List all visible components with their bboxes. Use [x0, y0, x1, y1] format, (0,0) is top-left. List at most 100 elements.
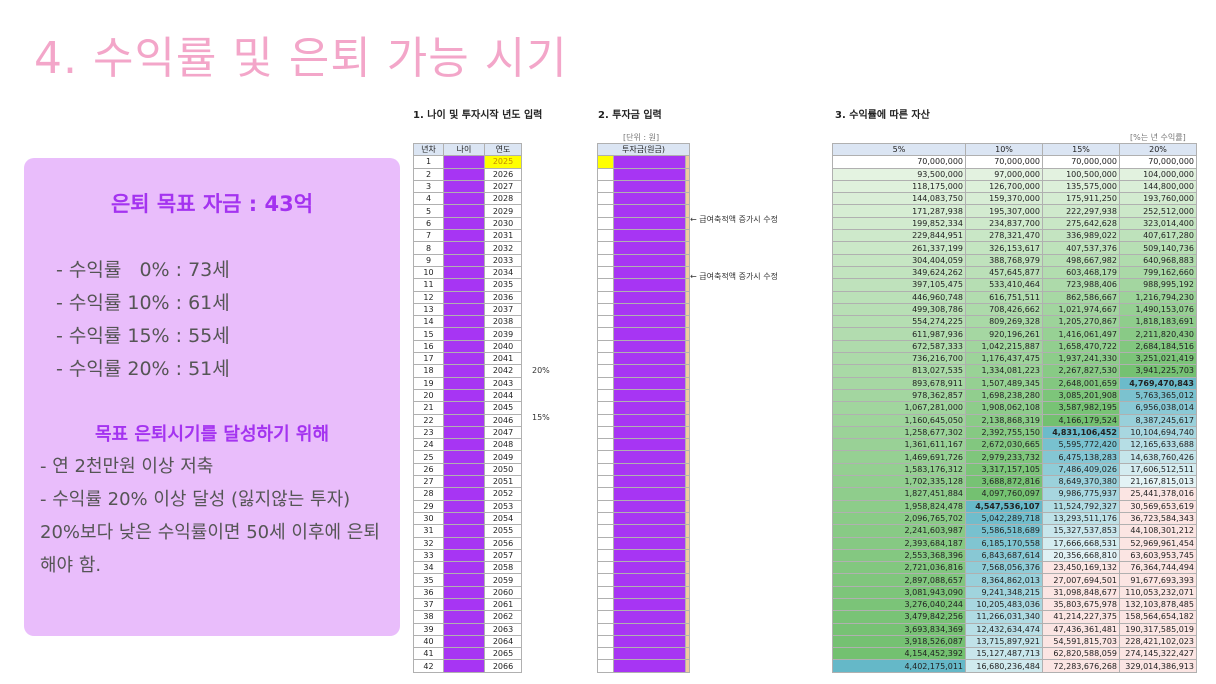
age-cell[interactable] — [443, 610, 485, 624]
principal-cell[interactable] — [613, 573, 686, 587]
age-cell[interactable] — [443, 229, 485, 243]
input-flag-cell[interactable] — [597, 339, 614, 354]
principal-cell[interactable] — [613, 192, 686, 206]
age-cell[interactable] — [443, 450, 485, 464]
age-cell[interactable] — [443, 290, 485, 304]
age-cell[interactable] — [443, 425, 485, 440]
principal-cell[interactable] — [613, 216, 686, 231]
principal-cell[interactable] — [613, 327, 686, 341]
age-cell[interactable] — [443, 462, 485, 477]
principal-cell[interactable] — [613, 475, 686, 489]
age-cell[interactable] — [443, 265, 485, 280]
age-cell[interactable] — [443, 352, 485, 366]
input-flag-cell[interactable] — [597, 647, 614, 661]
principal-cell[interactable] — [613, 561, 686, 575]
input-flag-cell[interactable] — [597, 290, 614, 304]
principal-cell[interactable] — [613, 167, 686, 181]
principal-cell[interactable] — [613, 548, 686, 563]
principal-cell[interactable] — [613, 352, 686, 366]
input-flag-cell[interactable] — [597, 216, 614, 231]
input-flag-cell[interactable] — [597, 475, 614, 489]
input-flag-cell[interactable] — [597, 536, 614, 550]
age-cell[interactable] — [443, 155, 485, 169]
principal-cell[interactable] — [613, 438, 686, 452]
age-cell[interactable] — [443, 278, 485, 292]
age-cell[interactable] — [443, 413, 485, 427]
age-cell[interactable] — [443, 192, 485, 206]
age-cell[interactable] — [443, 438, 485, 452]
age-cell[interactable] — [443, 388, 485, 403]
principal-cell[interactable] — [613, 536, 686, 550]
input-flag-cell[interactable] — [597, 376, 614, 390]
input-flag-cell[interactable] — [597, 167, 614, 181]
principal-cell[interactable] — [613, 401, 686, 415]
principal-cell[interactable] — [613, 388, 686, 403]
principal-cell[interactable] — [613, 425, 686, 440]
principal-cell[interactable] — [613, 339, 686, 354]
age-cell[interactable] — [443, 536, 485, 550]
input-flag-cell[interactable] — [597, 561, 614, 575]
input-flag-cell[interactable] — [597, 401, 614, 415]
age-cell[interactable] — [443, 622, 485, 636]
principal-cell[interactable] — [613, 524, 686, 538]
principal-cell[interactable] — [613, 364, 686, 378]
principal-cell[interactable] — [613, 229, 686, 243]
principal-cell[interactable] — [613, 659, 686, 673]
input-flag-cell[interactable] — [597, 302, 614, 317]
principal-cell[interactable] — [613, 585, 686, 599]
input-flag-cell[interactable] — [597, 487, 614, 501]
input-flag-cell[interactable] — [597, 499, 614, 513]
age-cell[interactable] — [443, 315, 485, 329]
principal-cell[interactable] — [613, 302, 686, 317]
principal-cell[interactable] — [613, 462, 686, 477]
age-cell[interactable] — [443, 487, 485, 501]
input-flag-cell[interactable] — [597, 511, 614, 526]
input-flag-cell[interactable] — [597, 462, 614, 477]
principal-cell[interactable] — [613, 511, 686, 526]
input-flag-cell[interactable] — [597, 204, 614, 218]
input-flag-cell[interactable] — [597, 585, 614, 599]
input-flag-cell[interactable] — [597, 278, 614, 292]
input-flag-cell[interactable] — [597, 352, 614, 366]
age-cell[interactable] — [443, 216, 485, 231]
input-flag-cell[interactable] — [597, 659, 614, 673]
age-cell[interactable] — [443, 376, 485, 390]
age-cell[interactable] — [443, 548, 485, 563]
input-flag-cell[interactable] — [597, 265, 614, 280]
principal-cell[interactable] — [613, 155, 686, 169]
age-cell[interactable] — [443, 499, 485, 513]
age-cell[interactable] — [443, 364, 485, 378]
principal-cell[interactable] — [613, 597, 686, 612]
principal-cell[interactable] — [613, 622, 686, 636]
input-flag-cell[interactable] — [597, 597, 614, 612]
input-flag-cell[interactable] — [597, 241, 614, 255]
age-cell[interactable] — [443, 401, 485, 415]
principal-cell[interactable] — [613, 376, 686, 390]
principal-cell[interactable] — [613, 278, 686, 292]
age-cell[interactable] — [443, 302, 485, 317]
age-cell[interactable] — [443, 585, 485, 599]
age-cell[interactable] — [443, 475, 485, 489]
age-cell[interactable] — [443, 573, 485, 587]
age-cell[interactable] — [443, 167, 485, 181]
input-flag-cell[interactable] — [597, 425, 614, 440]
input-flag-cell[interactable] — [597, 229, 614, 243]
input-flag-cell[interactable] — [597, 155, 614, 169]
age-cell[interactable] — [443, 647, 485, 661]
input-flag-cell[interactable] — [597, 610, 614, 624]
age-cell[interactable] — [443, 339, 485, 354]
principal-cell[interactable] — [613, 647, 686, 661]
age-cell[interactable] — [443, 179, 485, 194]
age-cell[interactable] — [443, 659, 485, 673]
age-cell[interactable] — [443, 634, 485, 649]
input-flag-cell[interactable] — [597, 192, 614, 206]
age-cell[interactable] — [443, 241, 485, 255]
principal-cell[interactable] — [613, 315, 686, 329]
principal-cell[interactable] — [613, 450, 686, 464]
input-flag-cell[interactable] — [597, 253, 614, 267]
principal-cell[interactable] — [613, 179, 686, 194]
age-cell[interactable] — [443, 204, 485, 218]
input-flag-cell[interactable] — [597, 524, 614, 538]
input-flag-cell[interactable] — [597, 622, 614, 636]
input-flag-cell[interactable] — [597, 548, 614, 563]
